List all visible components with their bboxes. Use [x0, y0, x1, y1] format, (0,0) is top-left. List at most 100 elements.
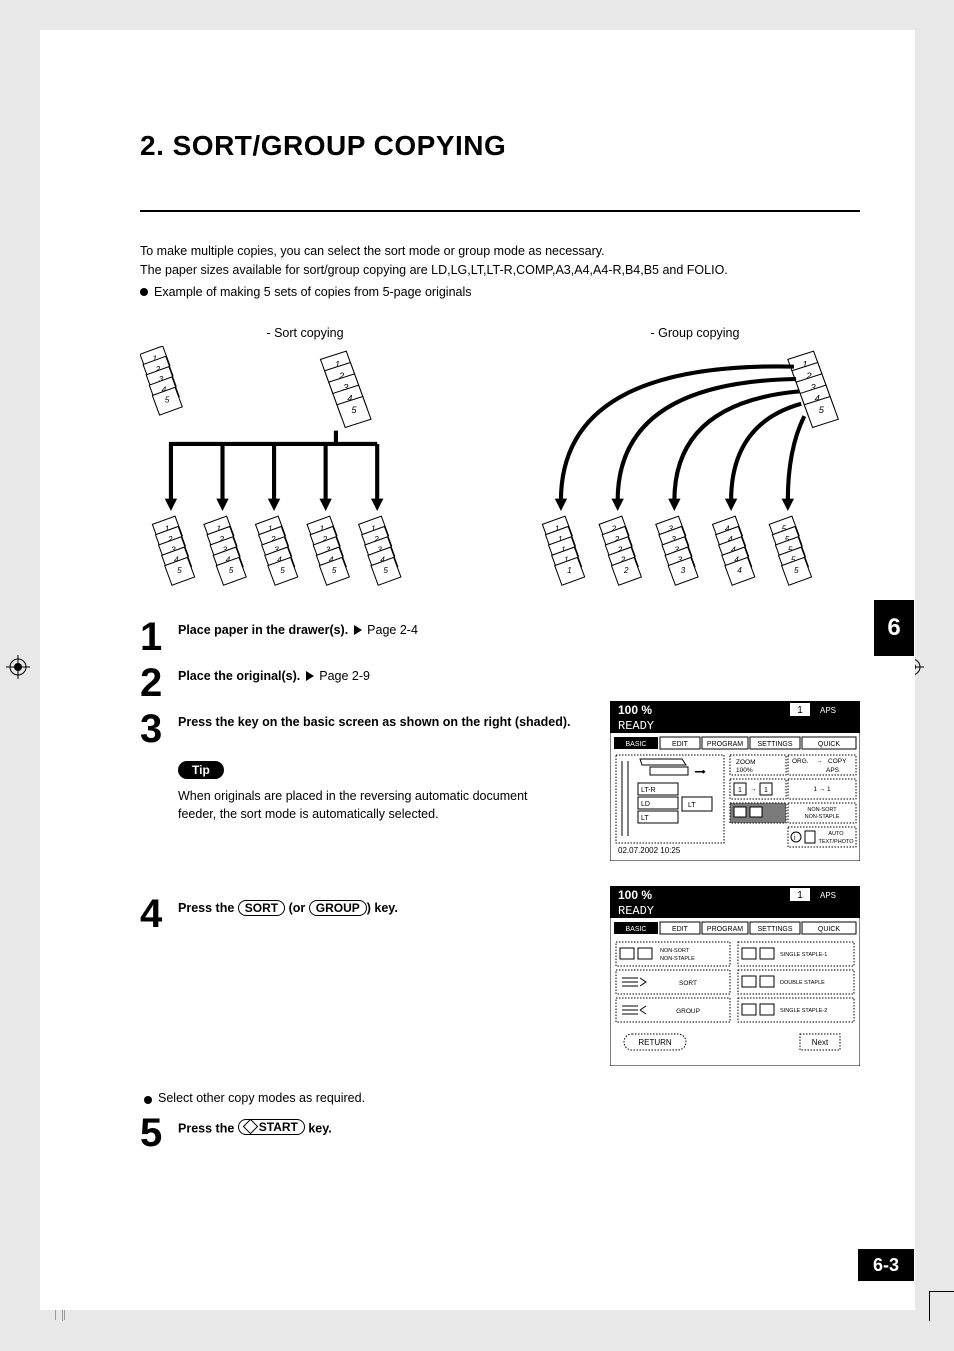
svg-text:SINGLE STAPLE-2: SINGLE STAPLE-2	[780, 1008, 827, 1014]
svg-text:1: 1	[764, 787, 768, 794]
svg-text:1: 1	[738, 787, 742, 794]
svg-text:SORT: SORT	[679, 980, 697, 987]
page-ref: Page 2-4	[367, 623, 418, 637]
step-number: 2	[140, 665, 178, 701]
svg-text:PROGRAM: PROGRAM	[707, 926, 743, 933]
step-5: 5 Press the START key.	[140, 1115, 860, 1151]
sort-diagram-svg: 1 2 3 4 5	[140, 346, 470, 594]
step-number: 1	[140, 619, 178, 655]
svg-text:EDIT: EDIT	[672, 926, 689, 933]
svg-text:4: 4	[737, 566, 742, 575]
svg-text:1: 1	[797, 705, 803, 716]
step-text-part: key.	[308, 1121, 331, 1135]
step-text: Place paper in the drawer(s).	[178, 623, 348, 637]
svg-text:SINGLE STAPLE-1: SINGLE STAPLE-1	[780, 952, 827, 958]
step-text-part: Press the	[178, 901, 238, 915]
step-number: 5	[140, 1115, 178, 1151]
svg-text:APS: APS	[820, 706, 836, 715]
svg-text:NON-SORT: NON-SORT	[807, 807, 837, 813]
svg-text:RETURN: RETURN	[638, 1038, 672, 1047]
svg-text:⟶: ⟶	[695, 769, 705, 776]
bullet-icon	[140, 288, 148, 296]
svg-text:NON-STAPLE: NON-STAPLE	[805, 814, 840, 820]
svg-text:3: 3	[681, 566, 686, 575]
svg-text:→: →	[816, 758, 823, 765]
svg-text:QUICK: QUICK	[818, 926, 841, 933]
svg-text:5: 5	[165, 396, 170, 405]
tip-badge: Tip	[178, 761, 224, 779]
svg-text:NON-SORT: NON-SORT	[660, 948, 690, 954]
svg-text:SETTINGS: SETTINGS	[757, 741, 792, 748]
chapter-tab: 6	[874, 600, 914, 656]
step-1: 1 Place paper in the drawer(s). Page 2-4	[140, 619, 860, 655]
svg-text:LD: LD	[641, 801, 650, 808]
svg-text:ORG.: ORG.	[792, 758, 809, 765]
svg-text:EDIT: EDIT	[672, 741, 689, 748]
note-text: Select other copy modes as required.	[158, 1091, 365, 1105]
svg-text:2: 2	[623, 566, 629, 575]
group-diagram: - Group copying 1 2 3 4 5	[530, 326, 860, 599]
svg-text:5: 5	[351, 405, 357, 415]
svg-text:100%: 100%	[736, 767, 753, 774]
lcd-screen-basic: 100 % 1 1 APS READY BASIC EDIT PROGRAM S…	[610, 701, 860, 866]
group-key: GROUP	[309, 900, 367, 916]
ref-arrow-icon	[354, 625, 362, 635]
registration-mark-left	[6, 655, 30, 684]
tip-text: When originals are placed in the reversi…	[178, 787, 558, 825]
svg-text:1: 1	[797, 890, 803, 901]
sort-key: SORT	[238, 900, 285, 916]
page-number: 6-3	[858, 1249, 914, 1281]
step-4: 4 Press the SORT (or GROUP) key.	[140, 896, 590, 932]
svg-text:AUTO: AUTO	[828, 831, 844, 837]
lcd-screen-finisher: 100 % 1 APS READY BASIC EDIT PROGRAM SET…	[610, 886, 860, 1071]
svg-text:BASIC: BASIC	[625, 741, 646, 748]
sort-diagram: - Sort copying 1 2 3 4 5	[140, 326, 470, 599]
svg-text:1: 1	[567, 566, 572, 575]
svg-text:5: 5	[819, 405, 825, 415]
step-text: Press the key on the basic screen as sho…	[178, 715, 570, 729]
svg-text:QUICK: QUICK	[818, 741, 841, 748]
sort-diagram-label: - Sort copying	[140, 326, 470, 340]
svg-text:GROUP: GROUP	[676, 1008, 700, 1015]
step-3: 3 Press the key on the basic screen as s…	[140, 711, 590, 747]
step-text-part: Press the	[178, 1121, 238, 1135]
svg-text:BASIC: BASIC	[625, 926, 646, 933]
svg-text:TEXT/PHOTO: TEXT/PHOTO	[818, 839, 854, 845]
step-text-part: (or	[289, 901, 309, 915]
intro-bullet: Example of making 5 sets of copies from …	[154, 283, 472, 302]
intro-line-1: To make multiple copies, you can select …	[140, 242, 860, 261]
group-diagram-svg: 1 2 3 4 5	[530, 346, 860, 594]
svg-text:READY: READY	[618, 719, 654, 733]
svg-text:PROGRAM: PROGRAM	[707, 741, 743, 748]
svg-text:1 → 1: 1 → 1	[813, 786, 831, 793]
svg-text:COPY: COPY	[828, 758, 847, 765]
svg-text:5: 5	[794, 566, 799, 575]
svg-text:DOUBLE STAPLE: DOUBLE STAPLE	[780, 980, 825, 986]
start-key: START	[238, 1119, 305, 1135]
svg-text:APS: APS	[820, 891, 836, 900]
svg-text:APS: APS	[826, 767, 840, 774]
svg-text:LT-R: LT-R	[641, 787, 656, 794]
step-number: 3	[140, 711, 178, 747]
intro-line-2: The paper sizes available for sort/group…	[140, 261, 860, 280]
svg-text:100 %: 100 %	[618, 888, 652, 902]
svg-text:READY: READY	[618, 904, 654, 918]
svg-text:Next: Next	[812, 1038, 829, 1047]
step-text-part: ) key.	[367, 901, 398, 915]
svg-text:NON-STAPLE: NON-STAPLE	[660, 956, 695, 962]
svg-text:LT: LT	[641, 815, 649, 822]
svg-text:ZOOM: ZOOM	[736, 759, 756, 766]
step-2: 2 Place the original(s). Page 2-9	[140, 665, 860, 701]
svg-text:LT: LT	[688, 802, 696, 809]
step-number: 4	[140, 896, 178, 932]
diamond-icon	[242, 1119, 258, 1135]
step-text: Place the original(s).	[178, 669, 300, 683]
svg-text:SETTINGS: SETTINGS	[757, 926, 792, 933]
svg-text:→: →	[750, 786, 757, 793]
svg-text:100 %: 100 %	[618, 703, 652, 717]
ref-arrow-icon	[306, 671, 314, 681]
svg-text:02.07.2002 10:25: 02.07.2002 10:25	[618, 846, 681, 855]
section-title: 2. SORT/GROUP COPYING	[140, 130, 860, 172]
bullet-icon	[144, 1096, 152, 1104]
page-ref: Page 2-9	[319, 669, 370, 683]
